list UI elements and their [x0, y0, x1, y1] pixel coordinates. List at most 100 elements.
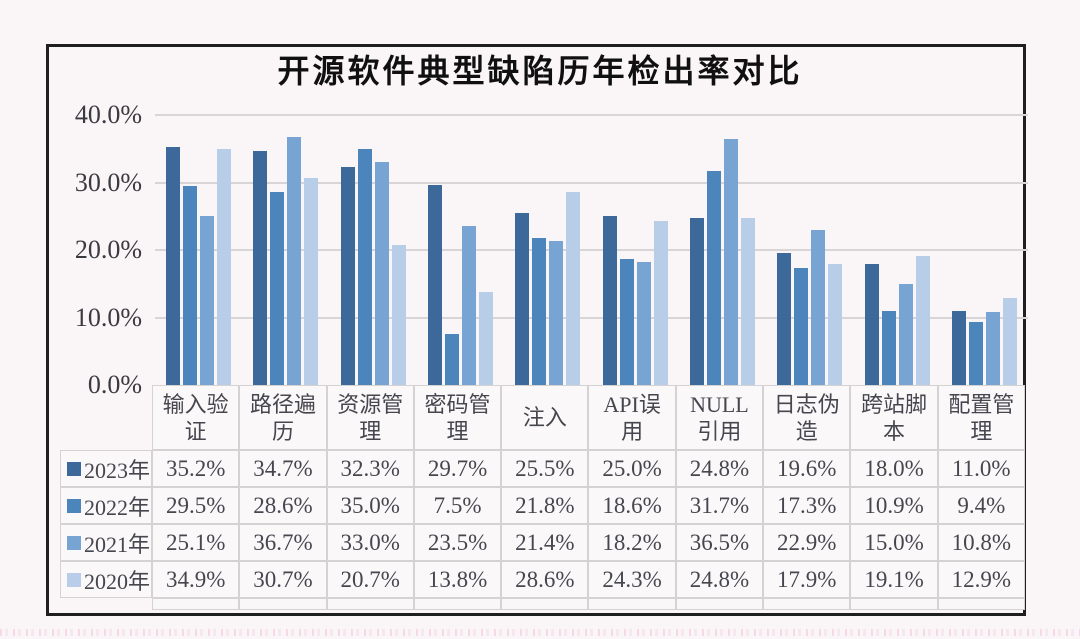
value-cell: 25.0%: [588, 450, 676, 487]
value-cell: 33.0%: [326, 524, 414, 561]
bar: [811, 230, 826, 385]
category-header-cell: 配置管 理: [937, 385, 1025, 450]
bar: [828, 264, 843, 385]
bar: [915, 256, 930, 385]
value-cell: 23.5%: [413, 524, 502, 561]
bar: [479, 291, 494, 385]
legend-year-label: 2023年: [84, 457, 151, 483]
legend-year-label: 2021年: [84, 531, 151, 557]
value-cell: 24.3%: [588, 561, 676, 598]
value-cell: 25.5%: [501, 450, 589, 487]
bar: [723, 138, 738, 385]
value-cell: 17.3%: [763, 487, 851, 524]
bar: [270, 191, 285, 385]
value-cell: 24.8%: [675, 450, 764, 487]
bottom-speckle-artifact: [0, 629, 1080, 636]
value-cell: 24.8%: [675, 561, 764, 598]
y-tick-label: 0.0%: [87, 370, 142, 399]
bar: [532, 237, 547, 385]
table-bottom-blank: [60, 598, 152, 610]
bar: [653, 220, 668, 385]
bar: [689, 217, 704, 385]
plot-area: [155, 114, 1028, 385]
bar: [706, 171, 721, 385]
table-bottom-strip-cell: [588, 598, 676, 610]
bar: [462, 226, 477, 385]
category-header-cell: 路径遍 历: [239, 385, 327, 450]
bar-group: [766, 115, 853, 385]
value-cell: 21.8%: [501, 487, 589, 524]
bar: [898, 283, 913, 385]
bar-group: [853, 115, 940, 385]
legend-cell: 2021年: [60, 524, 152, 561]
bar-group: [242, 115, 329, 385]
data-table: 输入验 证路径遍 历资源管 理密码管 理注入 API误 用 NULL 引用 日志伪 造…: [60, 385, 1025, 610]
value-cell: 15.0%: [850, 524, 938, 561]
value-cell: 11.0%: [937, 450, 1025, 487]
bar: [515, 212, 530, 385]
bar: [794, 268, 809, 385]
grid-line: [155, 181, 1028, 184]
grid-line: [155, 316, 1028, 319]
bar: [428, 184, 443, 385]
bar: [287, 137, 302, 385]
bar: [304, 177, 319, 385]
y-tick-label: 30.0%: [74, 167, 142, 197]
table-bottom-strip-cell: [501, 598, 589, 610]
value-cell: 25.1%: [152, 524, 240, 561]
bar: [602, 216, 617, 385]
value-cell: 18.2%: [588, 524, 676, 561]
table-bottom-strip-cell: [675, 598, 764, 610]
value-cell: 29.7%: [413, 450, 502, 487]
bar-group: [155, 115, 242, 385]
bar: [740, 217, 755, 385]
value-cell: 35.0%: [326, 487, 414, 524]
category-header-cell: 密码管 理: [413, 385, 502, 450]
legend-swatch: [67, 498, 81, 513]
value-cell: 32.3%: [326, 450, 414, 487]
y-tick-label: 10.0%: [74, 302, 142, 332]
value-cell: 34.9%: [152, 561, 240, 598]
value-cell: 34.7%: [239, 450, 327, 487]
value-cell: 31.7%: [675, 487, 764, 524]
value-cell: 18.0%: [850, 450, 938, 487]
legend-cell: 2022年: [60, 487, 152, 524]
value-cell: 9.4%: [937, 487, 1025, 524]
legend-year-label: 2022年: [84, 494, 151, 520]
value-cell: 19.6%: [763, 450, 851, 487]
category-header-cell: 资源管 理: [326, 385, 414, 450]
value-cell: 28.6%: [501, 561, 589, 598]
value-cell: 7.5%: [413, 487, 502, 524]
chart-frame-border: [46, 44, 1026, 616]
value-cell: 30.7%: [239, 561, 327, 598]
bar-group: [679, 115, 766, 385]
bar: [881, 311, 896, 385]
table-bottom-strip-cell: [326, 598, 414, 610]
value-cell: 28.6%: [239, 487, 327, 524]
y-axis: 40.0% 30.0% 20.0% 10.0% 0.0%: [0, 100, 142, 399]
legend-year-label: 2020年: [84, 568, 151, 594]
value-cell: 36.5%: [675, 524, 764, 561]
grid-line: [155, 249, 1028, 251]
bar: [166, 147, 181, 385]
value-cell: 35.2%: [152, 450, 240, 487]
table-corner-blank: [60, 385, 152, 450]
table-bottom-strip-cell: [850, 598, 938, 610]
value-cell: 10.9%: [850, 487, 938, 524]
bar: [636, 262, 651, 385]
bar: [951, 310, 966, 385]
bar: [357, 148, 372, 385]
bar: [968, 321, 983, 385]
bar: [217, 149, 232, 385]
category-header-cell: 日志伪 造: [763, 385, 851, 450]
bar-group: [330, 115, 417, 385]
bar: [374, 162, 389, 385]
grid-line: [155, 114, 1028, 116]
value-cell: 21.4%: [501, 524, 589, 561]
bar-group: [941, 115, 1028, 385]
legend-swatch: [67, 535, 81, 550]
bar-group: [417, 115, 504, 385]
value-cell: 12.9%: [937, 561, 1025, 598]
legend-swatch: [67, 461, 81, 476]
